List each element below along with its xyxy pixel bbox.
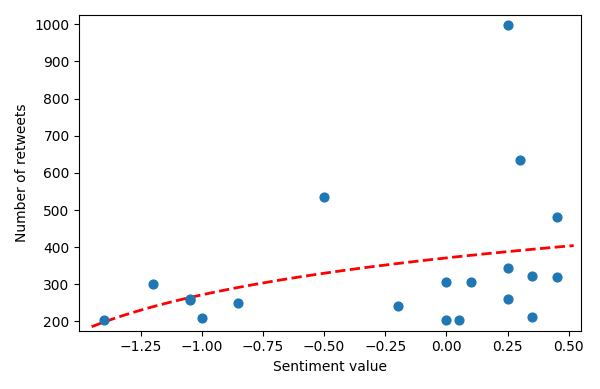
Point: [527, 273, 537, 279]
Point: [454, 317, 463, 323]
Point: [503, 265, 512, 271]
Point: [552, 214, 562, 221]
Point: [527, 314, 537, 320]
Point: [319, 194, 329, 200]
Point: [503, 296, 512, 302]
Point: [185, 297, 194, 303]
Point: [503, 22, 512, 28]
Point: [233, 300, 243, 306]
Point: [442, 279, 451, 285]
Point: [99, 317, 109, 323]
Point: [466, 279, 476, 286]
Point: [393, 303, 403, 309]
Point: [552, 274, 562, 280]
Point: [197, 315, 206, 321]
Point: [442, 317, 451, 323]
Point: [515, 157, 524, 163]
Point: [185, 296, 194, 302]
Point: [148, 281, 158, 287]
Y-axis label: Number of retweets: Number of retweets: [15, 103, 29, 242]
X-axis label: Sentiment value: Sentiment value: [273, 360, 387, 374]
